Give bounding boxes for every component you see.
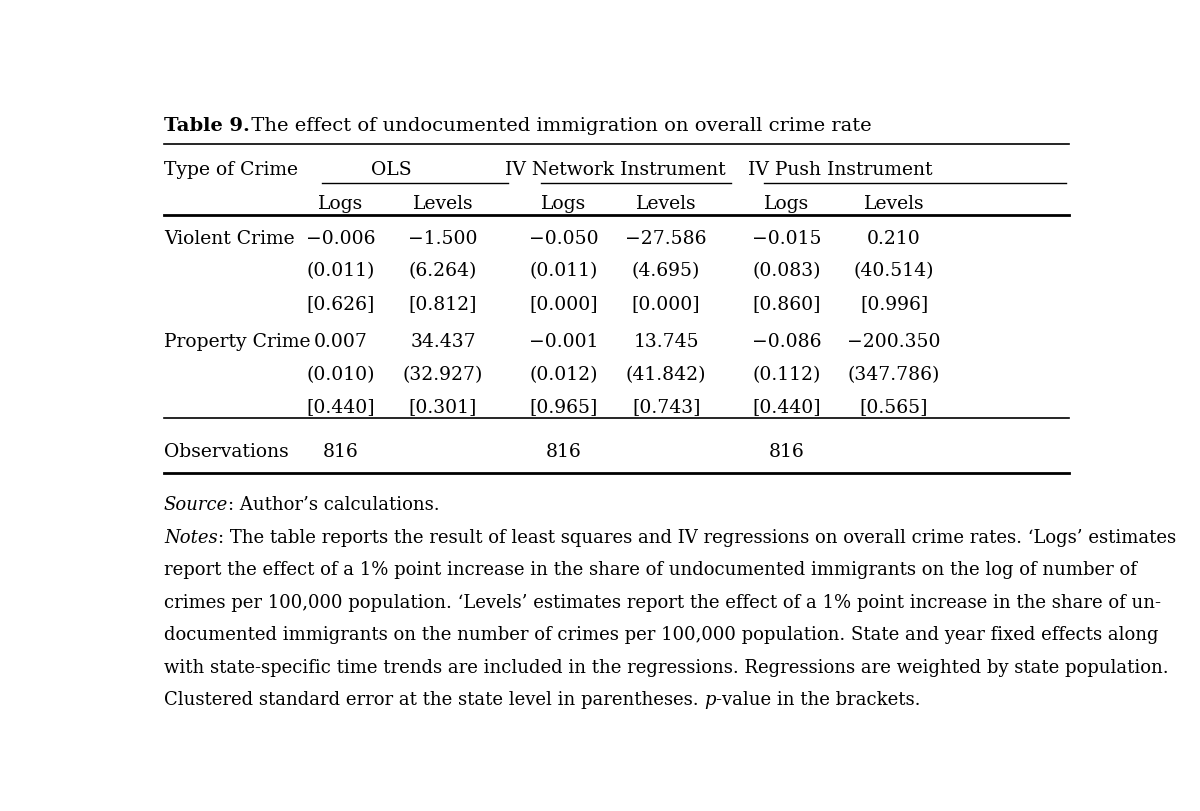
Text: 816: 816 — [323, 443, 359, 461]
Text: −0.001: −0.001 — [529, 333, 599, 351]
Text: [0.965]: [0.965] — [529, 398, 598, 416]
Text: Levels: Levels — [864, 195, 924, 212]
Text: (0.011): (0.011) — [529, 262, 598, 280]
Text: crimes per 100,000 population. ‘Levels’ estimates report the effect of a 1% poin: crimes per 100,000 population. ‘Levels’ … — [164, 594, 1160, 611]
Text: (0.011): (0.011) — [306, 262, 374, 280]
Text: (0.012): (0.012) — [529, 366, 598, 384]
Text: (32.927): (32.927) — [403, 366, 484, 384]
Text: [0.996]: [0.996] — [860, 294, 928, 313]
Text: report the effect of a 1% point increase in the share of undocumented immigrants: report the effect of a 1% point increase… — [164, 561, 1136, 579]
Text: (0.010): (0.010) — [306, 366, 374, 384]
Text: Notes: Notes — [164, 529, 217, 547]
Text: −0.015: −0.015 — [752, 230, 822, 247]
Text: Clustered standard error at the state level in parentheses.: Clustered standard error at the state le… — [164, 691, 704, 709]
Text: [0.301]: [0.301] — [409, 398, 478, 416]
Text: with state-specific time trends are included in the regressions. Regressions are: with state-specific time trends are incl… — [164, 659, 1169, 676]
Text: Source: Source — [164, 496, 228, 514]
Text: (0.112): (0.112) — [752, 366, 821, 384]
Text: [0.440]: [0.440] — [306, 398, 374, 416]
Text: [0.565]: [0.565] — [859, 398, 929, 416]
Text: −0.050: −0.050 — [529, 230, 599, 247]
Text: 0.210: 0.210 — [868, 230, 920, 247]
Text: (6.264): (6.264) — [409, 262, 478, 280]
Text: Violent Crime: Violent Crime — [164, 230, 294, 247]
Text: Levels: Levels — [636, 195, 696, 212]
Text: Type of Crime: Type of Crime — [164, 161, 298, 179]
Text: −27.586: −27.586 — [625, 230, 707, 247]
Text: p: p — [704, 691, 716, 709]
Text: : The table reports the result of least squares and IV regressions on overall cr: : The table reports the result of least … — [217, 529, 1176, 547]
Text: −200.350: −200.350 — [847, 333, 941, 351]
Text: Levels: Levels — [413, 195, 473, 212]
Text: (347.786): (347.786) — [848, 366, 940, 384]
Text: −0.086: −0.086 — [752, 333, 822, 351]
Text: [0.626]: [0.626] — [306, 294, 374, 313]
Text: Table 9.: Table 9. — [164, 118, 250, 135]
Text: 816: 816 — [546, 443, 582, 461]
Text: −1.500: −1.500 — [408, 230, 478, 247]
Text: 0.007: 0.007 — [313, 333, 367, 351]
Text: IV Push Instrument: IV Push Instrument — [748, 161, 932, 179]
Text: Observations: Observations — [164, 443, 289, 461]
Text: Logs: Logs — [541, 195, 587, 212]
Text: 34.437: 34.437 — [410, 333, 475, 351]
Text: : Author’s calculations.: : Author’s calculations. — [228, 496, 440, 514]
Text: [0.440]: [0.440] — [752, 398, 821, 416]
Text: (4.695): (4.695) — [632, 262, 701, 280]
Text: [0.743]: [0.743] — [632, 398, 701, 416]
Text: IV Network Instrument: IV Network Instrument — [505, 161, 725, 179]
Text: [0.860]: [0.860] — [752, 294, 821, 313]
Text: 13.745: 13.745 — [634, 333, 698, 351]
Text: (41.842): (41.842) — [626, 366, 707, 384]
Text: Property Crime: Property Crime — [164, 333, 311, 351]
Text: [0.000]: [0.000] — [632, 294, 701, 313]
Text: -value in the brackets.: -value in the brackets. — [716, 691, 920, 709]
Text: 816: 816 — [769, 443, 805, 461]
Text: Logs: Logs — [764, 195, 810, 212]
Text: OLS: OLS — [372, 161, 412, 179]
Text: documented immigrants on the number of crimes per 100,000 population. State and : documented immigrants on the number of c… — [164, 626, 1158, 644]
Text: (40.514): (40.514) — [853, 262, 935, 280]
Text: [0.000]: [0.000] — [529, 294, 598, 313]
Text: Logs: Logs — [318, 195, 364, 212]
Text: [0.812]: [0.812] — [409, 294, 478, 313]
Text: (0.083): (0.083) — [752, 262, 821, 280]
Text: The effect of undocumented immigration on overall crime rate: The effect of undocumented immigration o… — [245, 118, 871, 135]
Text: −0.006: −0.006 — [306, 230, 376, 247]
